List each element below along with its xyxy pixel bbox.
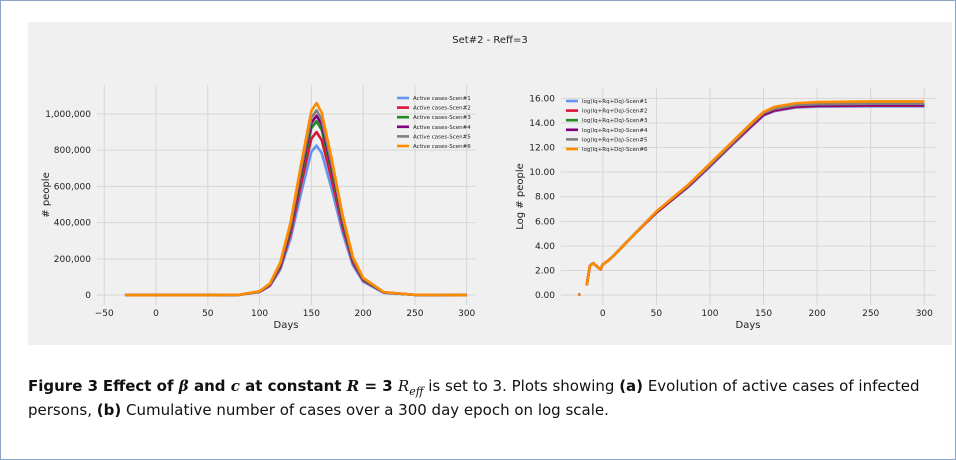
y-tick-label: 8.00 xyxy=(535,193,555,203)
legend-label: Active cases-Scen#4 xyxy=(413,125,471,131)
legend-label: log(Iq+Rq+Dq)-Scen#3 xyxy=(582,118,648,124)
x-axis-label: Days xyxy=(736,320,761,331)
y-axis-label: # people xyxy=(41,172,52,217)
x-tick-label: 0 xyxy=(153,309,159,319)
caption-math: c xyxy=(230,377,240,395)
caption-text: Cumulative number of cases over a 300 da… xyxy=(121,401,609,419)
x-tick-label: 250 xyxy=(862,309,879,319)
caption-text: (a) xyxy=(619,377,644,395)
x-axis-label: Days xyxy=(274,320,299,331)
y-axis-label: Log # people xyxy=(515,163,526,230)
caption-text: at constant xyxy=(239,377,347,395)
caption-math: eff xyxy=(409,385,424,398)
y-tick-label: 16.00 xyxy=(529,94,555,104)
caption-text: and xyxy=(188,377,231,395)
y-tick-label: 14.00 xyxy=(529,119,555,129)
legend-label: log(Iq+Rq+Dq)-Scen#2 xyxy=(582,109,648,115)
series-line xyxy=(578,100,925,296)
caption-label: Figure 3 xyxy=(28,377,99,395)
y-tick-label: 12.00 xyxy=(529,144,555,154)
caption: Figure 3 Effect of β and c at constant R… xyxy=(28,377,943,420)
legend-label: Active cases-Scen#5 xyxy=(413,134,471,140)
legend-label: log(Iq+Rq+Dq)-Scen#1 xyxy=(582,99,648,105)
x-tick-label: 50 xyxy=(202,309,214,319)
y-tick-label: 6.00 xyxy=(535,217,555,227)
y-tick-label: 0.00 xyxy=(535,291,555,301)
x-tick-label: 150 xyxy=(303,309,320,319)
x-tick-label: 0 xyxy=(600,309,606,319)
caption-math: R xyxy=(397,377,410,395)
caption-math: R xyxy=(346,377,360,395)
series-line xyxy=(124,101,467,297)
x-tick-label: 100 xyxy=(701,309,718,319)
caption-text: Effect of xyxy=(102,377,179,395)
y-tick-label: 400,000 xyxy=(54,219,91,229)
x-tick-label: 200 xyxy=(809,309,826,319)
legend-label: Active cases-Scen#1 xyxy=(413,96,471,102)
y-tick-label: 2.00 xyxy=(535,267,555,277)
legend-label: log(Iq+Rq+Dq)-Scen#6 xyxy=(582,147,648,153)
x-tick-label: 300 xyxy=(916,309,933,319)
y-tick-label: 600,000 xyxy=(54,182,91,192)
x-tick-label: 150 xyxy=(755,309,772,319)
legend-label: Active cases-Scen#2 xyxy=(413,106,471,112)
legend-label: Active cases-Scen#6 xyxy=(413,144,471,150)
x-tick-label: 300 xyxy=(458,309,475,319)
x-tick-label: 200 xyxy=(355,309,372,319)
legend-label: log(Iq+Rq+Dq)-Scen#5 xyxy=(582,137,648,143)
x-tick-label: −50 xyxy=(95,309,114,319)
plot-area xyxy=(97,85,475,305)
y-tick-label: 4.00 xyxy=(535,242,555,252)
y-tick-label: 200,000 xyxy=(54,255,91,265)
y-tick-label: 1,000,000 xyxy=(45,110,91,120)
caption-text: is set to 3. Plots showing xyxy=(423,377,620,395)
y-tick-label: 0 xyxy=(85,291,91,301)
y-tick-label: 10.00 xyxy=(529,168,555,178)
x-tick-label: 100 xyxy=(251,309,268,319)
caption-text: (b) xyxy=(96,401,122,419)
x-tick-label: 250 xyxy=(406,309,423,319)
figure-title: Set#2 - Reff=3 xyxy=(452,35,527,46)
caption-math: = 3 xyxy=(359,377,398,395)
caption-math: β xyxy=(178,377,189,395)
legend-label: log(Iq+Rq+Dq)-Scen#4 xyxy=(582,128,648,134)
caption-text: Evolution of active cases of infected pe… xyxy=(28,377,920,419)
y-tick-label: 800,000 xyxy=(54,146,91,156)
legend-label: Active cases-Scen#3 xyxy=(413,115,471,121)
x-tick-label: 50 xyxy=(651,309,663,319)
